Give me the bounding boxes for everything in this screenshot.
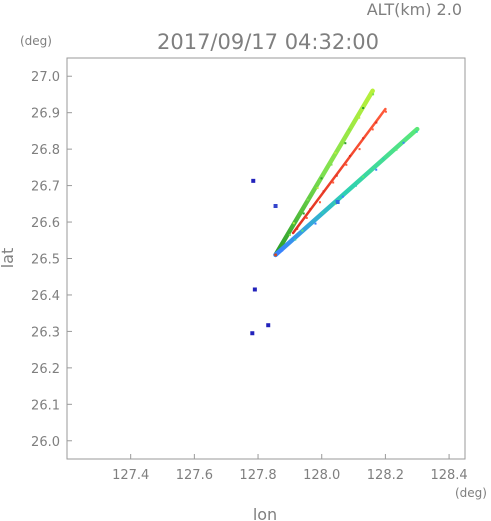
y-axis-ticks: 26.0 26.1 26.2 26.3 26.4 26.5 26.6 26.7 26.8 26.9…: [31, 70, 72, 450]
echo-pixel: [375, 168, 378, 171]
y-tick-label: 26.2: [31, 362, 60, 377]
echo-pixel: [306, 198, 309, 201]
chart-title: 2017/09/17 04:32:00: [157, 30, 379, 54]
x-tick-label: 128.0: [303, 468, 340, 483]
echo-pixel: [330, 163, 333, 166]
echo-pixel: [341, 195, 344, 198]
echo-pixel: [344, 142, 347, 145]
x-tick-label: 127.6: [176, 468, 213, 483]
echo-band-upper: [273, 88, 375, 258]
echo-pixel: [334, 151, 337, 154]
echo-pixel: [296, 227, 299, 230]
echo-pixel: [305, 216, 308, 219]
echo-pixel: [362, 175, 365, 178]
y-tick-label: 26.4: [31, 289, 60, 304]
echo-pixel: [345, 163, 348, 166]
echo-pixel: [322, 190, 325, 193]
x-tick-label: 127.8: [239, 468, 276, 483]
echo-pixel: [316, 187, 319, 190]
echo-pixel: [281, 249, 284, 252]
y-tick-label: 26.3: [31, 325, 60, 340]
y-tick-label: 27.0: [31, 70, 60, 85]
echo-pixel: [375, 121, 378, 124]
echo-pixel: [302, 212, 305, 215]
y-tick-label: 26.9: [31, 107, 60, 122]
y-tick-label: 26.5: [31, 253, 60, 268]
y-tick-label: 26.7: [31, 180, 60, 195]
x-tick-label: 128.4: [430, 468, 467, 483]
echo-point: [250, 331, 255, 336]
echo-pixel: [288, 233, 291, 236]
echo-pixel: [372, 93, 375, 96]
echo-pixel: [362, 107, 365, 110]
echo-point: [335, 199, 340, 204]
echo-band-middle: [291, 107, 387, 235]
echo-pixel: [332, 181, 335, 184]
echo-bands: [273, 88, 420, 258]
echo-band-lower: [273, 126, 420, 258]
echo-pixel: [314, 222, 317, 225]
echo-point: [251, 178, 256, 183]
x-tick-label: 127.4: [112, 468, 149, 483]
echo-pixel: [395, 148, 398, 151]
echo-pixel: [402, 141, 405, 144]
plot-frame: [66, 57, 466, 460]
x-tick-label: 128.2: [367, 468, 404, 483]
echo-pixel: [309, 208, 312, 211]
echo-pixel: [415, 130, 418, 133]
echo-pixel: [371, 128, 374, 131]
echo-pixel: [335, 174, 338, 177]
y-tick-label: 26.6: [31, 216, 60, 231]
isolated-echoes: [250, 178, 340, 336]
echo-pixel: [358, 148, 361, 151]
echo-point: [273, 204, 278, 209]
x-axis-ticks: 127.4 127.6 127.8 128.0 128.2 128.4: [112, 454, 468, 483]
x-axis-unit: (deg): [455, 486, 487, 500]
y-tick-label: 26.1: [31, 398, 60, 413]
echo-pixel: [348, 154, 351, 157]
echo-pixel: [318, 201, 321, 204]
echo-point: [266, 323, 271, 328]
echo-pixel: [384, 110, 387, 113]
y-tick-label: 26.0: [31, 435, 60, 450]
echo-pixel: [320, 177, 323, 180]
echo-pixel: [292, 222, 295, 225]
echo-pixel: [354, 184, 357, 187]
echo-pixel: [301, 229, 304, 232]
y-axis-unit: (deg): [20, 34, 52, 48]
echo-pixel: [358, 116, 361, 119]
echo-pixel: [294, 238, 297, 241]
chart-subtitle: ALT(km) 2.0: [367, 0, 462, 19]
echo-pixel: [382, 157, 385, 160]
radar-origin: [274, 253, 278, 257]
y-axis-label: lat: [0, 248, 17, 269]
echo-point: [252, 287, 257, 292]
y-tick-label: 26.8: [31, 143, 60, 158]
echo-pixel: [321, 211, 324, 214]
echo-pixel: [348, 128, 351, 131]
echo-pixel: [362, 137, 365, 140]
x-axis-label: lon: [253, 505, 277, 521]
